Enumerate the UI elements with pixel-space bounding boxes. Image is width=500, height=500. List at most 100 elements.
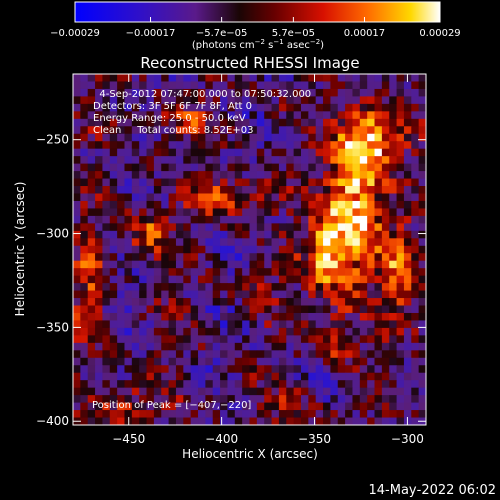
heatmap-cell	[264, 156, 272, 165]
heatmap-cell	[175, 335, 184, 344]
heatmap-cell	[124, 335, 133, 344]
heatmap-cell	[153, 230, 162, 239]
heatmap-cell	[286, 283, 295, 291]
heatmap-cell	[256, 103, 265, 112]
heatmap-cell	[352, 357, 361, 366]
heatmap-cell	[109, 215, 118, 224]
heatmap-cell	[330, 350, 339, 359]
heatmap-cell	[381, 395, 390, 403]
heatmap-cell	[249, 96, 258, 105]
heatmap-cell	[227, 365, 236, 374]
heatmap-cell	[198, 238, 206, 247]
heatmap-cell	[124, 395, 133, 403]
heatmap-cell	[95, 365, 103, 374]
heatmap-cell	[205, 365, 214, 374]
heatmap-cell	[131, 208, 140, 217]
heatmap-cell	[153, 402, 162, 411]
heatmap-cell	[300, 200, 309, 209]
heatmap-cell	[308, 126, 317, 135]
heatmap-cell	[389, 305, 397, 314]
heatmap-cell	[264, 223, 272, 232]
heatmap-cell	[124, 208, 133, 217]
heatmap-cell	[168, 365, 177, 374]
heatmap-cell	[80, 350, 89, 359]
heatmap-cell	[330, 298, 339, 306]
heatmap-cell	[389, 245, 397, 254]
heatmap-cell	[411, 357, 420, 366]
heatmap-cell	[278, 372, 287, 381]
heatmap-cell	[249, 88, 258, 97]
heatmap-cell	[323, 230, 331, 239]
heatmap-cell	[227, 395, 236, 403]
heatmap-cell	[87, 268, 96, 277]
heatmap-cell	[278, 283, 287, 291]
heatmap-cell	[323, 417, 331, 426]
heatmap-cell	[175, 178, 184, 187]
heatmap-cell	[124, 312, 133, 321]
heatmap-cell	[323, 320, 331, 329]
heatmap-cell	[153, 312, 162, 321]
heatmap-cell	[293, 238, 302, 247]
heatmap-cell	[359, 96, 368, 105]
heatmap-cell	[367, 417, 375, 426]
heatmap-cell	[264, 141, 272, 150]
heatmap-cell	[168, 283, 177, 291]
heatmap-cell	[109, 133, 118, 142]
heatmap-cell	[153, 395, 162, 403]
heatmap-cell	[102, 118, 111, 127]
heatmap-cell	[153, 223, 162, 232]
heatmap-cell	[139, 133, 147, 142]
heatmap-cell	[249, 387, 258, 396]
heatmap-cell	[212, 171, 221, 179]
heatmap-cell	[389, 96, 397, 105]
heatmap-cell	[293, 357, 302, 366]
heatmap-cell	[418, 223, 427, 232]
heatmap-cell	[300, 312, 309, 321]
heatmap-cell	[411, 103, 420, 112]
heatmap-cell	[389, 178, 397, 187]
heatmap-cell	[183, 410, 192, 418]
heatmap-cell	[249, 245, 258, 254]
heatmap-cell	[168, 260, 177, 269]
heatmap-cell	[367, 290, 375, 299]
heatmap-cell	[293, 88, 302, 97]
heatmap-cell	[396, 156, 405, 165]
heatmap-image	[73, 74, 427, 426]
heatmap-cell	[345, 342, 353, 351]
heatmap-cell	[271, 200, 280, 209]
heatmap-cell	[403, 380, 412, 389]
heatmap-cell	[87, 283, 96, 291]
x-axis-label: Heliocentric X (arcsec)	[182, 447, 318, 461]
heatmap-cell	[315, 253, 324, 262]
heatmap-cell	[359, 357, 368, 366]
heatmap-cell	[352, 342, 361, 351]
heatmap-cell	[146, 283, 155, 291]
heatmap-cell	[278, 200, 287, 209]
heatmap-cell	[146, 410, 155, 418]
heatmap-cell	[175, 171, 184, 179]
heatmap-cell	[102, 163, 111, 172]
heatmap-cell	[300, 74, 309, 82]
heatmap-cell	[117, 342, 125, 351]
heatmap-cell	[337, 88, 346, 97]
heatmap-cell	[131, 350, 140, 359]
heatmap-cell	[102, 387, 111, 396]
heatmap-cell	[205, 335, 214, 344]
heatmap-cell	[80, 141, 89, 150]
heatmap-cell	[161, 402, 169, 411]
heatmap-cell	[345, 380, 353, 389]
heatmap-cell	[337, 208, 346, 217]
heatmap-cell	[95, 327, 103, 336]
heatmap-cell	[220, 186, 228, 194]
heatmap-cell	[293, 327, 302, 336]
heatmap-cell	[117, 208, 125, 217]
heatmap-cell	[418, 156, 427, 165]
heatmap-cell	[117, 88, 125, 97]
heatmap-cell	[278, 410, 287, 418]
heatmap-cell	[73, 200, 81, 209]
heatmap-cell	[205, 357, 214, 366]
heatmap-cell	[367, 327, 375, 336]
heatmap-cell	[87, 223, 96, 232]
heatmap-cell	[264, 163, 272, 172]
heatmap-cell	[345, 74, 353, 82]
